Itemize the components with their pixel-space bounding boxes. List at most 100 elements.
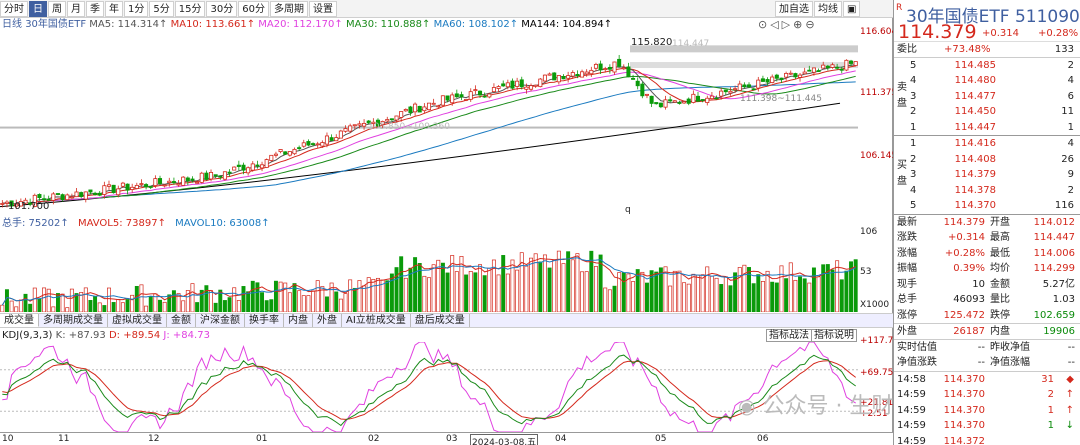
buy-level-row[interactable]: 4 114.378 2 <box>894 183 1080 199</box>
candle-body <box>515 80 520 87</box>
nav-label: 实时估值 <box>897 341 937 353</box>
volume-bar <box>649 270 654 312</box>
indicator-name: 30年国债ETF <box>25 19 87 30</box>
add-watchlist-button[interactable]: 加自选 <box>775 1 813 17</box>
candle-body <box>811 67 816 73</box>
candlestick-chart[interactable] <box>0 32 858 210</box>
tab-2[interactable]: 虚拟成交量 <box>108 314 167 327</box>
window-toggle-button[interactable]: ▣ <box>843 1 861 17</box>
kdj-chart[interactable] <box>0 342 858 432</box>
candle-body <box>157 178 163 184</box>
period-button-0[interactable]: 分时 <box>0 0 28 17</box>
candle-body <box>714 97 719 100</box>
candle-body <box>566 75 571 79</box>
tab-8[interactable]: AI立桩成交量 <box>342 314 411 327</box>
period-button-12[interactable]: 设置 <box>308 0 337 17</box>
period-button-8[interactable]: 15分 <box>174 0 206 17</box>
tab-3[interactable]: 金额 <box>167 314 196 327</box>
sell-level-row[interactable]: 2 114.450 11 <box>894 104 1080 120</box>
tab-4[interactable]: 沪深金额 <box>196 314 245 327</box>
indicator-help-button[interactable]: 指标说明 <box>811 329 857 342</box>
support-line <box>0 126 858 129</box>
buy-level-row[interactable]: 2 114.408 26 <box>894 152 1080 168</box>
volume-header: 总手: 75202↑ MAVOL5: 73897↑ MAVOL10: 63008… <box>0 218 858 230</box>
buy-level-row[interactable]: 1 114.416 4 <box>894 136 1080 152</box>
period-button-11[interactable]: 多周期 <box>269 0 308 17</box>
sell-level-row[interactable]: 3 114.477 6 <box>894 89 1080 105</box>
volume-bar <box>719 284 724 312</box>
candle-body <box>246 167 251 174</box>
period-button-4[interactable]: 季 <box>86 0 104 17</box>
tab-6[interactable]: 内盘 <box>284 314 313 327</box>
period-button-5[interactable]: 年 <box>105 0 123 17</box>
candle-body <box>380 120 385 125</box>
volume-bar <box>631 281 636 312</box>
indicator-strategy-button[interactable]: 指标战法 <box>766 329 812 342</box>
candle-body <box>167 180 172 184</box>
stat-value: 114.006 <box>1033 247 1075 259</box>
tab-0[interactable]: 成交量 <box>0 314 39 327</box>
volume-bar <box>821 264 826 312</box>
candle-body <box>825 65 830 69</box>
candle-body <box>552 72 557 81</box>
volume-bar <box>366 277 371 312</box>
buy-level-row[interactable]: 5 114.370 116 <box>894 198 1080 214</box>
volume-bar <box>306 295 311 312</box>
ma-indicator-bar: 日线 30年国债ETF MA5: 114.314↑ MA10: 113.661↑… <box>0 18 893 32</box>
volume-bar <box>79 292 84 312</box>
candle-body <box>236 164 241 167</box>
sell-level-row[interactable]: 4 114.480 4 <box>894 73 1080 89</box>
period-button-9[interactable]: 30分 <box>206 0 238 17</box>
volume-bar <box>709 275 714 312</box>
tick-direction: ↓ <box>1065 420 1074 431</box>
volume-bar <box>682 282 687 312</box>
volume-bar <box>232 287 237 312</box>
stat-label: 涨跌 <box>897 232 917 243</box>
wechat-icon: ◉ <box>738 394 756 418</box>
volume-tabs: 成交量 多周期成交量 虚拟成交量 金额 沪深金额 换手率 内盘 外盘 AI立桩成交量 盘后成交量 <box>0 313 893 328</box>
candle-body <box>348 125 353 132</box>
tab-7[interactable]: 外盘 <box>313 314 342 327</box>
volume-bar <box>315 280 320 312</box>
period-button-3[interactable]: 月 <box>67 0 85 17</box>
tick-row: 14:59 114.372 <box>894 434 1080 445</box>
candle-body <box>770 76 775 83</box>
volume-bar <box>227 297 232 312</box>
kdj-tick: +21.81 <box>860 398 894 408</box>
candle-body <box>399 111 404 118</box>
stats-table: 最新 114.379 开盘 114.012 涨跌 +0.314 最高 114.44… <box>894 215 1080 324</box>
tab-5[interactable]: 换手率 <box>245 314 284 327</box>
ma60-value: MA60: 108.102↑ <box>433 19 519 30</box>
candle-body <box>482 95 487 98</box>
candle-body <box>148 186 153 188</box>
sell-level-row[interactable]: 1 114.447 1 <box>894 120 1080 136</box>
period-button-2[interactable]: 周 <box>48 0 66 17</box>
tab-1[interactable]: 多周期成交量 <box>39 314 108 327</box>
volume-bar <box>37 298 42 312</box>
ma-settings-button[interactable]: 均线 <box>814 1 842 17</box>
volume-bar <box>23 293 28 312</box>
chart-tools-icons[interactable]: ⊙◁▷⊕⊖ <box>758 18 818 31</box>
volume-bar <box>255 282 260 312</box>
level-num: 2 <box>910 153 917 165</box>
candle-body <box>491 87 496 93</box>
tab-9[interactable]: 盘后成交量 <box>411 314 470 327</box>
volume-bar <box>538 261 543 312</box>
sell-level-row[interactable]: 5 114.485 2 <box>894 58 1080 74</box>
stat-value: 46093 <box>953 294 985 305</box>
level-volume: 2 <box>1067 184 1074 196</box>
period-button-6[interactable]: 1分 <box>124 0 149 17</box>
volume-bar <box>213 302 218 312</box>
kdj-tick: +69.75 <box>860 368 894 378</box>
volume-bar <box>756 274 761 312</box>
ma20-value: MA20: 112.170↑ <box>258 19 343 30</box>
period-button-7[interactable]: 5分 <box>149 0 174 17</box>
period-button-1[interactable]: 日 <box>29 0 47 17</box>
period-button-10[interactable]: 60分 <box>238 0 269 17</box>
volume-bar <box>181 300 186 312</box>
candle-body <box>403 109 408 112</box>
candle-body <box>468 91 473 100</box>
buy-level-row[interactable]: 3 114.379 9 <box>894 167 1080 183</box>
ma5-line <box>2 64 856 205</box>
volume-chart[interactable] <box>0 230 858 312</box>
